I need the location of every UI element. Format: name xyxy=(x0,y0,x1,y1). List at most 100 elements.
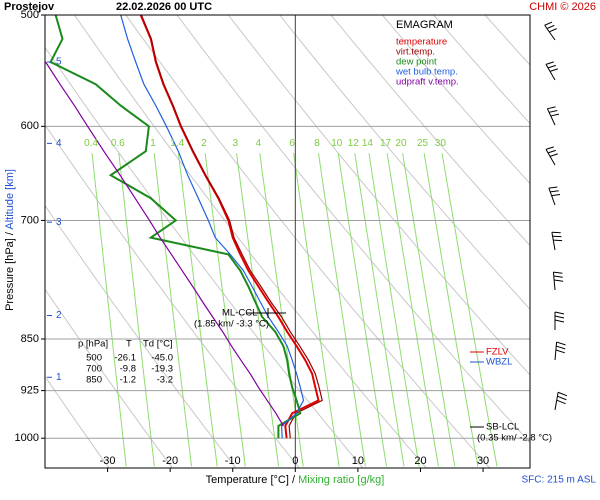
mixing-ratio-line xyxy=(118,153,155,467)
background-lines xyxy=(45,15,530,468)
altitude-tick-label: 3 xyxy=(56,217,62,228)
x-tick-label: 0 xyxy=(292,455,298,467)
altitude-tick-label: 5 xyxy=(56,57,62,68)
mixing-ratio-label: 0.4 xyxy=(84,138,98,149)
altitude-tick-label: 1 xyxy=(56,372,62,383)
barb-staff xyxy=(545,64,556,81)
ccl-label: ML-CCL xyxy=(222,308,257,319)
dry-adiabat xyxy=(45,124,300,468)
sfc-label: SFC: 215 m ASL xyxy=(522,475,597,486)
table-cell: -1.2 xyxy=(120,375,136,386)
barb-feather xyxy=(557,391,568,397)
profile-line xyxy=(49,15,302,439)
profiles xyxy=(45,15,323,439)
barb-feather xyxy=(549,28,557,33)
barb-staff xyxy=(544,24,556,41)
barb-staff xyxy=(548,187,556,206)
barb-staff xyxy=(552,272,556,291)
x-tick-label: 10 xyxy=(352,455,364,467)
mixing-ratio-line xyxy=(153,153,193,467)
lcl-label: SB-LCL xyxy=(486,422,519,433)
table-header: Td [°C] xyxy=(143,339,173,350)
barb-staff xyxy=(545,149,556,166)
profile-line xyxy=(45,61,284,427)
title-place: Prostejov xyxy=(4,1,55,13)
table-cell: 700 xyxy=(86,364,102,375)
mixing-ratio-label: 8 xyxy=(314,138,320,149)
fzlv-label: FZLV xyxy=(486,347,509,358)
dry-adiabat xyxy=(45,204,237,468)
y2-label: Altitude [km] xyxy=(4,169,16,230)
barb-feather xyxy=(553,275,563,278)
barb-feather xyxy=(548,186,558,189)
legend-entry: udpraft v.temp. xyxy=(396,77,459,88)
barb-feather xyxy=(544,21,553,26)
barb-feather xyxy=(556,345,566,350)
barb-feather xyxy=(553,271,563,274)
barb-feather xyxy=(556,399,566,405)
y-label: Pressure [hPa] / xyxy=(4,231,16,311)
x-label: Temperature [°C] / xyxy=(206,474,296,486)
table-cell: -3.2 xyxy=(157,375,173,386)
barb-feather xyxy=(545,61,554,65)
ccl-info: (1.85 km/ -3.3 °C) xyxy=(194,319,269,330)
mixing-ratio-label: 4 xyxy=(256,138,262,149)
y-axis-label: Pressure [hPa] / Altitude [km] xyxy=(4,169,16,311)
table-header: T xyxy=(126,339,132,350)
table-header: p [hPa] xyxy=(78,339,108,350)
barb-feather xyxy=(547,106,556,110)
mixing-ratio-label: 14 xyxy=(362,138,374,149)
x-tick-label: 20 xyxy=(414,455,426,467)
barb-feather xyxy=(547,149,556,154)
dry-adiabat xyxy=(330,15,530,247)
mixing-ratio-line xyxy=(236,153,280,467)
plot-frame xyxy=(44,14,531,469)
y-tick-label: 600 xyxy=(21,120,39,132)
barb-feather xyxy=(554,279,564,282)
mixing-ratio-label: 17 xyxy=(380,138,392,149)
mixing-ratio-label: 25 xyxy=(417,138,429,149)
barb-feather xyxy=(546,24,555,29)
y-tick-label: 925 xyxy=(21,385,39,397)
barb-feather xyxy=(555,349,565,354)
dry-adiabat xyxy=(73,15,427,468)
barb-feather xyxy=(547,64,556,69)
barb-staff xyxy=(546,108,556,126)
barb-feather xyxy=(545,146,554,150)
x-tick-label: -10 xyxy=(225,455,241,467)
barb-feather xyxy=(550,113,560,117)
title-time: 22.02.2026 00 UTC xyxy=(116,1,212,13)
barb-feather xyxy=(550,190,559,193)
altitude-tick-label: 2 xyxy=(56,310,62,321)
mixing-ratio-line xyxy=(318,153,366,467)
barb-feather xyxy=(556,341,566,346)
mixing-ratio-line xyxy=(402,153,456,467)
mixing-ratio-label: 30 xyxy=(435,138,447,149)
dry-adiabat xyxy=(45,375,110,468)
dry-adiabat xyxy=(45,46,364,468)
y-tick-label: 850 xyxy=(21,333,39,345)
table-cell: 850 xyxy=(86,375,102,386)
mixing-ratio-line xyxy=(177,153,218,467)
dry-adiabat xyxy=(125,15,491,468)
profile-line xyxy=(140,15,323,439)
barb-staff xyxy=(554,392,559,411)
dry-adiabat xyxy=(382,15,530,185)
barb-feather xyxy=(549,68,558,72)
barb-feather xyxy=(554,311,565,315)
altitude-tick-label: 4 xyxy=(56,138,62,149)
table-cell: -19.3 xyxy=(151,364,173,375)
mixing-ratio-line xyxy=(293,153,340,467)
mixing-ratio-label: 1 xyxy=(150,138,156,149)
mixing-ratio-label: 20 xyxy=(395,138,407,149)
mixing-ratio-label: 10 xyxy=(331,138,343,149)
x2-label: Mixing ratio [g/kg] xyxy=(298,474,384,486)
dry-adiabat xyxy=(433,15,530,125)
table-cell: -9.8 xyxy=(120,364,136,375)
mixing-ratio-label: 12 xyxy=(348,138,360,149)
mixing-ratio-line xyxy=(441,153,498,467)
dry-adiabat xyxy=(228,15,530,376)
legend-title: EMAGRAM xyxy=(396,19,453,31)
barb-feather xyxy=(549,153,558,157)
